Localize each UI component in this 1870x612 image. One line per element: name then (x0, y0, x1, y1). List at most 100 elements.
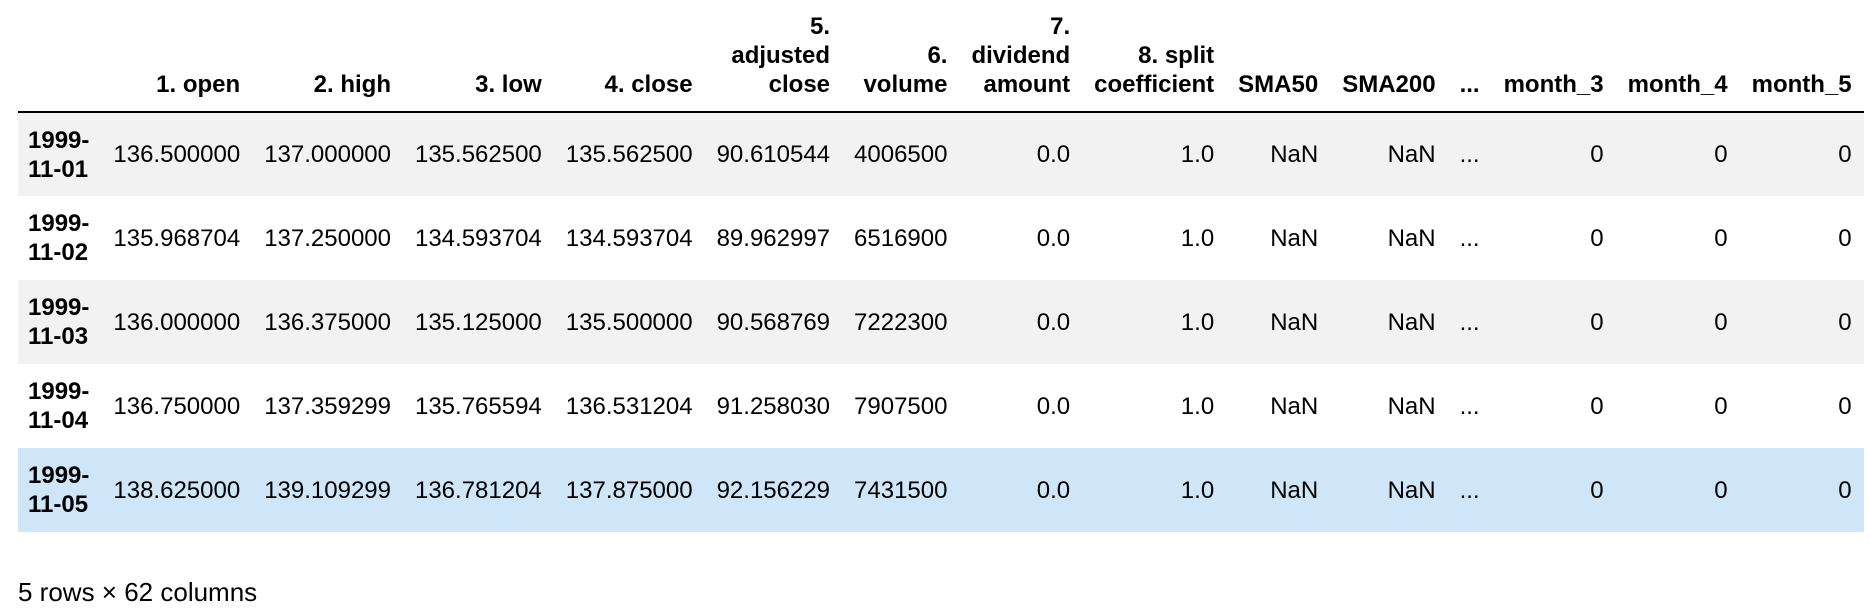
table-cell: 90.568769 (716, 308, 831, 336)
table-cell: 137.359299 (264, 392, 391, 420)
table-cell: 135.968704 (113, 224, 241, 252)
column-header: 2. high (252, 0, 403, 113)
table-cell: 92.156229 (716, 476, 831, 504)
table-cell: 136.750000 (113, 392, 241, 420)
row-index-label: 1999- 11-03 (28, 294, 90, 350)
table-cell: 7907500 (854, 392, 948, 420)
column-header: 4. close (553, 0, 705, 113)
table-cell: 138.625000 (113, 476, 241, 504)
table-row: 1999- 11-05 138.625000 139.109299 136.781204… (18, 448, 1864, 532)
table-row: 1999- 11-02 135.968704 137.250000 134.593704… (18, 196, 1864, 280)
column-header: 7. dividend amount (959, 0, 1083, 113)
table-row: 1999- 11-04 136.750000 137.359299 135.765594… (18, 364, 1864, 448)
table-header: 1. open 2. high 3. low 4. close 5. adjusted cl… (18, 0, 1864, 113)
table-cell: 6516900 (854, 224, 948, 252)
table-cell: 0 (1838, 392, 1852, 420)
table-cell: 0 (1714, 141, 1728, 168)
header-row: 1. open 2. high 3. low 4. close 5. adjusted cl… (18, 0, 1864, 113)
index-header (18, 0, 102, 113)
column-header: 6. volume (842, 0, 960, 113)
table-row: 1999- 11-03 136.000000 136.375000 135.125000… (18, 280, 1864, 364)
table-cell: 0 (1838, 476, 1852, 504)
table-cell: 0 (1590, 141, 1604, 168)
column-header: SMA200 (1330, 0, 1448, 113)
table-cell: 0.0 (1036, 308, 1071, 336)
table-cell: NaN (1270, 476, 1319, 504)
table-cell: 91.258030 (716, 392, 831, 420)
table-cell: 0 (1714, 476, 1728, 504)
table-cell: NaN (1387, 476, 1436, 504)
table-cell: 136.375000 (264, 308, 391, 336)
column-header: 8. split coefficient (1082, 0, 1227, 113)
dataframe-shape-label: 5 rows × 62 columns (18, 577, 258, 607)
table-cell: 4006500 (854, 141, 948, 168)
table-cell: 0 (1590, 392, 1604, 420)
dataframe-table: 1. open 2. high 3. low 4. close 5. adjusted cl… (18, 0, 1864, 532)
column-header: month_3 (1491, 0, 1616, 113)
row-index-label: 1999- 11-05 (28, 462, 90, 518)
table-cell: 134.593704 (414, 224, 542, 252)
table-cell: 1.0 (1180, 308, 1215, 336)
table-cell: ... (1459, 308, 1480, 336)
table-cell: 0.0 (1036, 392, 1071, 420)
table-body: 1999- 11-01 136.500000 137.000000 135.562500… (18, 112, 1864, 532)
table-cell: 0.0 (1036, 141, 1071, 168)
row-index-label: 1999- 11-04 (28, 378, 90, 434)
table-cell: 0 (1714, 224, 1728, 252)
table-cell: NaN (1270, 141, 1319, 168)
row-index-label: 1999- 11-01 (28, 126, 90, 183)
table-cell: 89.962997 (716, 224, 831, 252)
table-cell: NaN (1270, 392, 1319, 420)
table-cell: 0 (1838, 141, 1852, 168)
table-cell: NaN (1270, 224, 1319, 252)
table-cell: 0.0 (1036, 224, 1071, 252)
column-header: 5. adjusted close (704, 0, 843, 113)
table-cell: 0 (1714, 392, 1728, 420)
table-cell: 0 (1590, 476, 1604, 504)
table-cell: 0 (1838, 308, 1852, 336)
table-cell: 134.593704 (565, 224, 693, 252)
table-cell: 136.500000 (113, 141, 241, 168)
table-cell: 0.0 (1036, 476, 1071, 504)
table-cell: 137.875000 (565, 476, 693, 504)
table-cell: 135.562500 (565, 141, 693, 168)
column-header: ... (1447, 0, 1492, 113)
table-cell: 137.250000 (264, 224, 391, 252)
row-index-label: 1999- 11-02 (28, 210, 90, 266)
table-cell: 136.781204 (414, 476, 542, 504)
table-cell: 0 (1714, 308, 1728, 336)
table-cell: 1.0 (1180, 224, 1215, 252)
table-cell: 1.0 (1180, 392, 1215, 420)
table-cell: 137.000000 (264, 141, 391, 168)
column-header: SMA50 (1226, 0, 1331, 113)
table-cell: 135.765594 (414, 392, 542, 420)
column-header: 3. low (402, 0, 554, 113)
table-cell: ... (1459, 476, 1480, 504)
table-cell: 135.500000 (565, 308, 693, 336)
table-cell: 7222300 (854, 308, 948, 336)
column-header: 1. open (101, 0, 253, 113)
table-cell: NaN (1387, 224, 1436, 252)
table-cell: 136.531204 (565, 392, 693, 420)
table-cell: 0 (1838, 224, 1852, 252)
table-cell: ... (1459, 141, 1480, 168)
table-cell: ... (1459, 392, 1480, 420)
table-cell: 90.610544 (716, 141, 831, 168)
table-row: 1999- 11-01 136.500000 137.000000 135.562500… (18, 112, 1864, 196)
table-cell: 0 (1590, 308, 1604, 336)
table-cell: NaN (1387, 141, 1436, 168)
table-cell: NaN (1270, 308, 1319, 336)
table-cell: 7431500 (854, 476, 948, 504)
table-cell: 135.562500 (414, 141, 542, 168)
table-cell: NaN (1387, 308, 1436, 336)
table-cell: ... (1459, 224, 1480, 252)
table-cell: 136.000000 (113, 308, 241, 336)
table-cell: NaN (1387, 392, 1436, 420)
table-cell: 139.109299 (264, 476, 391, 504)
table-cell: 1.0 (1180, 476, 1215, 504)
column-header: month_4 (1615, 0, 1740, 113)
table-cell: 135.125000 (414, 308, 542, 336)
table-cell: 1.0 (1180, 141, 1215, 168)
table-cell: 0 (1590, 224, 1604, 252)
column-header: month_5 (1739, 0, 1864, 113)
